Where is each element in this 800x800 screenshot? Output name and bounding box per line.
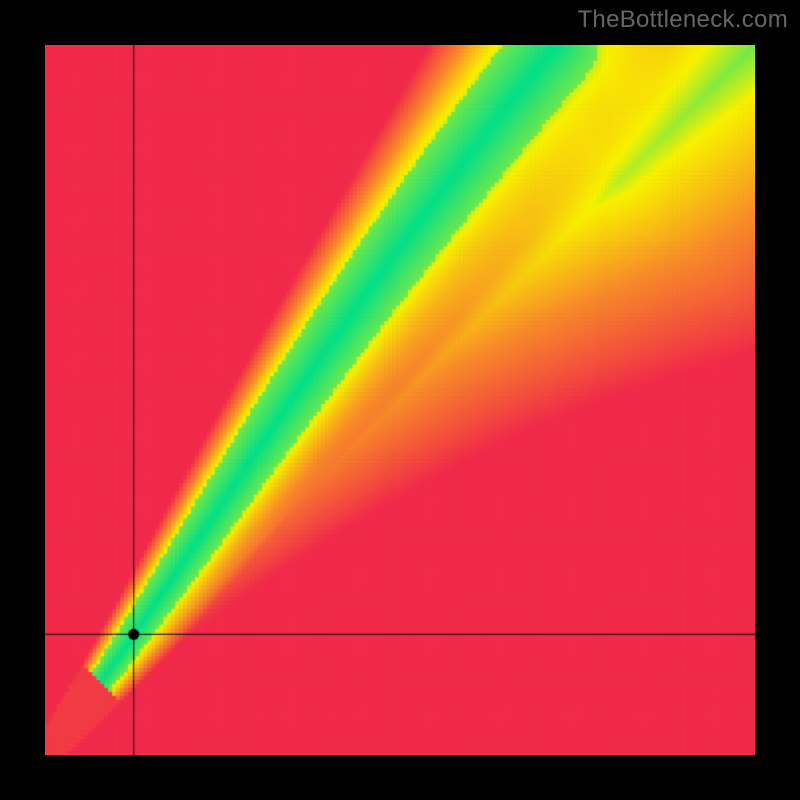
crosshair-overlay — [45, 45, 755, 755]
watermark-text: TheBottleneck.com — [577, 6, 788, 34]
chart-container: TheBottleneck.com — [0, 0, 800, 800]
plot-frame — [45, 45, 755, 755]
